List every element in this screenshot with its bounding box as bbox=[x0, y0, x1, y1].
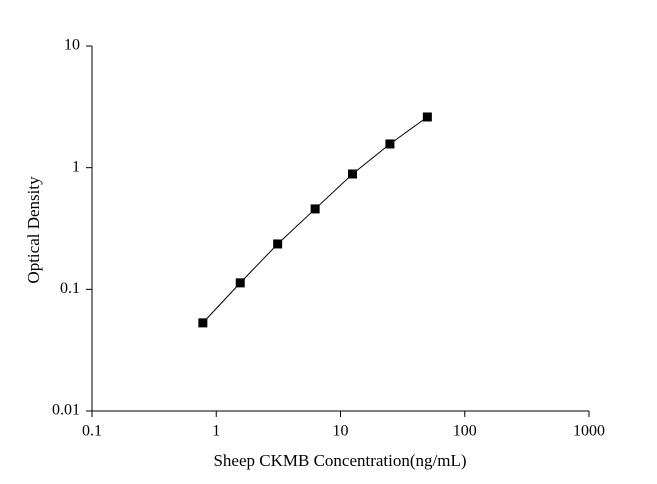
x-tick-label: 10 bbox=[333, 423, 349, 440]
x-tick-label: 1000 bbox=[573, 423, 605, 440]
data-point bbox=[422, 112, 432, 122]
data-point bbox=[235, 278, 245, 288]
x-tick-label: 1 bbox=[212, 423, 220, 440]
data-point bbox=[273, 239, 283, 249]
data-point bbox=[348, 169, 358, 179]
x-tick-label: 100 bbox=[453, 423, 477, 440]
x-axis-title: Sheep CKMB Concentration(ng/mL) bbox=[213, 451, 466, 470]
y-tick-label: 0.1 bbox=[60, 280, 80, 297]
x-tick-label: 0.1 bbox=[82, 423, 102, 440]
y-tick-label: 10 bbox=[64, 37, 80, 54]
y-tick-label: 0.01 bbox=[52, 402, 80, 419]
y-axis-title: Optical Density bbox=[24, 176, 43, 284]
data-point bbox=[198, 318, 208, 328]
y-tick-label: 1 bbox=[72, 158, 80, 175]
data-point bbox=[310, 204, 320, 214]
data-point bbox=[385, 139, 395, 149]
